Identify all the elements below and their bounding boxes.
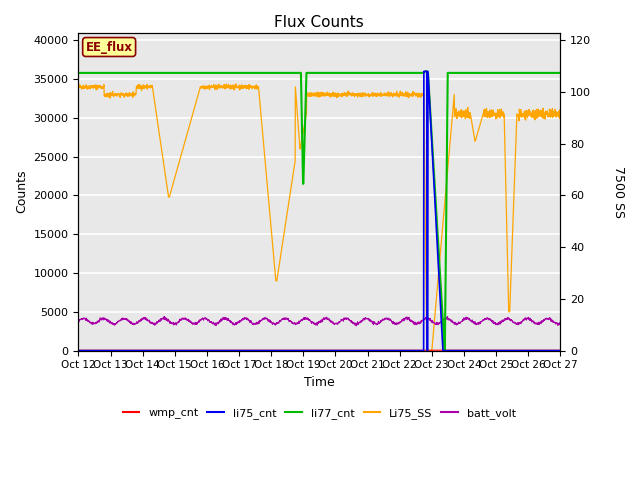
Y-axis label: 7500 SS: 7500 SS [612,166,625,217]
Title: Flux Counts: Flux Counts [275,15,364,30]
X-axis label: Time: Time [304,376,335,389]
Y-axis label: Counts: Counts [15,170,28,213]
Text: EE_flux: EE_flux [86,40,132,53]
Legend: wmp_cnt, li75_cnt, li77_cnt, Li75_SS, batt_volt: wmp_cnt, li75_cnt, li77_cnt, Li75_SS, ba… [118,404,520,424]
